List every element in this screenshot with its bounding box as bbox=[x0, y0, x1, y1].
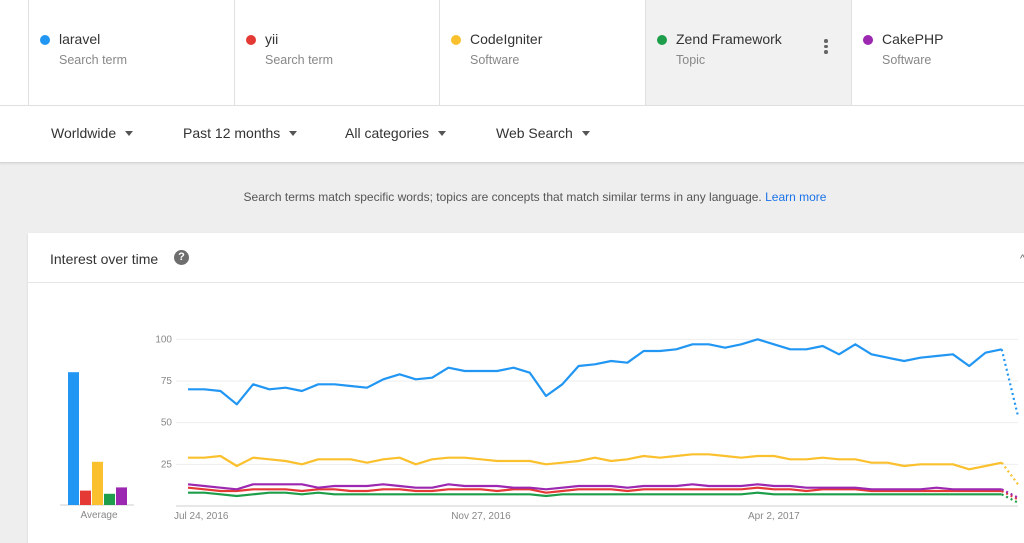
region-label: Worldwide bbox=[51, 125, 117, 141]
region-dropdown[interactable]: Worldwide bbox=[51, 125, 134, 141]
more-options-icon[interactable] bbox=[824, 39, 828, 55]
series-line bbox=[188, 338, 1002, 406]
learn-more-link[interactable]: Learn more bbox=[765, 190, 827, 204]
info-text: Search terms match specific words; topic… bbox=[243, 190, 762, 204]
caret-down-icon bbox=[289, 131, 298, 136]
time-range-dropdown[interactable]: Past 12 months bbox=[183, 125, 298, 141]
series-line bbox=[187, 486, 1002, 494]
x-tick-label: Apr 2, 2017 bbox=[748, 511, 800, 522]
caret-down-icon bbox=[125, 131, 134, 136]
y-tick-label: 100 bbox=[155, 334, 172, 345]
term-type: Search term bbox=[59, 53, 128, 67]
average-bar bbox=[68, 372, 79, 505]
card-header: Interest over time ? ^ bbox=[28, 233, 1024, 283]
term-name: Zend Framework bbox=[676, 31, 782, 47]
average-bar bbox=[104, 493, 115, 505]
series-line bbox=[188, 491, 1002, 498]
term-name: CodeIgniter bbox=[470, 31, 543, 47]
filter-bar: Worldwide Past 12 months All categories … bbox=[0, 106, 1024, 163]
series-partial-line bbox=[1000, 349, 1020, 417]
search-type-dropdown[interactable]: Web Search bbox=[496, 125, 590, 141]
average-bar bbox=[116, 487, 127, 505]
category-dropdown[interactable]: All categories bbox=[345, 125, 447, 141]
y-tick-label: 50 bbox=[161, 418, 173, 429]
term-color-dot bbox=[657, 35, 667, 45]
interest-chart: 25 50 75 100 Jul 24, 2016 Nov 27, 2016 Apr 2, … bbox=[60, 334, 1020, 522]
term-color-dot bbox=[40, 35, 50, 45]
term-card-yii[interactable]: yii Search term bbox=[234, 0, 439, 105]
term-type: Search term bbox=[265, 53, 334, 67]
category-label: All categories bbox=[345, 125, 430, 141]
card-title: Interest over time bbox=[50, 251, 159, 267]
average-bar bbox=[92, 461, 103, 505]
term-name: yii bbox=[265, 31, 279, 47]
term-card-codeigniter[interactable]: CodeIgniter Software bbox=[439, 0, 645, 105]
y-tick-label: 25 bbox=[161, 459, 173, 470]
help-icon[interactable]: ? bbox=[174, 250, 189, 265]
caret-down-icon bbox=[438, 131, 447, 136]
compare-terms-bar: laravel Search term yii Search term Code… bbox=[0, 0, 1024, 106]
info-message: Search terms match specific words; topic… bbox=[0, 190, 1024, 204]
x-tick-label: Nov 27, 2016 bbox=[451, 511, 511, 522]
term-card-cakephp[interactable]: CakePHP Software bbox=[851, 0, 1024, 105]
caret-down-icon bbox=[581, 131, 590, 136]
series-partial-line bbox=[1001, 493, 1019, 504]
search-type-label: Web Search bbox=[496, 125, 573, 141]
term-card-zend-framework[interactable]: Zend Framework Topic bbox=[645, 0, 851, 105]
average-bar bbox=[80, 490, 91, 505]
time-range-label: Past 12 months bbox=[183, 125, 281, 141]
term-color-dot bbox=[246, 35, 256, 45]
term-type: Topic bbox=[676, 53, 706, 67]
term-color-dot bbox=[451, 35, 461, 45]
interest-over-time-card: Interest over time ? ^ 25 50 75 100 Jul 24, … bbox=[28, 233, 1024, 543]
x-tick-label: Jul 24, 2016 bbox=[174, 511, 229, 522]
term-color-dot bbox=[863, 35, 873, 45]
term-type: Software bbox=[470, 53, 520, 67]
term-card-laravel[interactable]: laravel Search term bbox=[28, 0, 234, 105]
term-name: laravel bbox=[59, 31, 101, 47]
term-type: Software bbox=[882, 53, 932, 67]
series-partial-line bbox=[1001, 488, 1019, 499]
series-partial-line bbox=[1001, 490, 1019, 501]
series-line bbox=[187, 483, 1002, 491]
average-label: Average bbox=[80, 510, 118, 521]
y-tick-label: 75 bbox=[161, 376, 173, 387]
term-name: CakePHP bbox=[882, 31, 944, 47]
series-line bbox=[188, 453, 1002, 471]
series-partial-line bbox=[1000, 462, 1019, 485]
share-icon[interactable]: ^ bbox=[1020, 253, 1024, 265]
